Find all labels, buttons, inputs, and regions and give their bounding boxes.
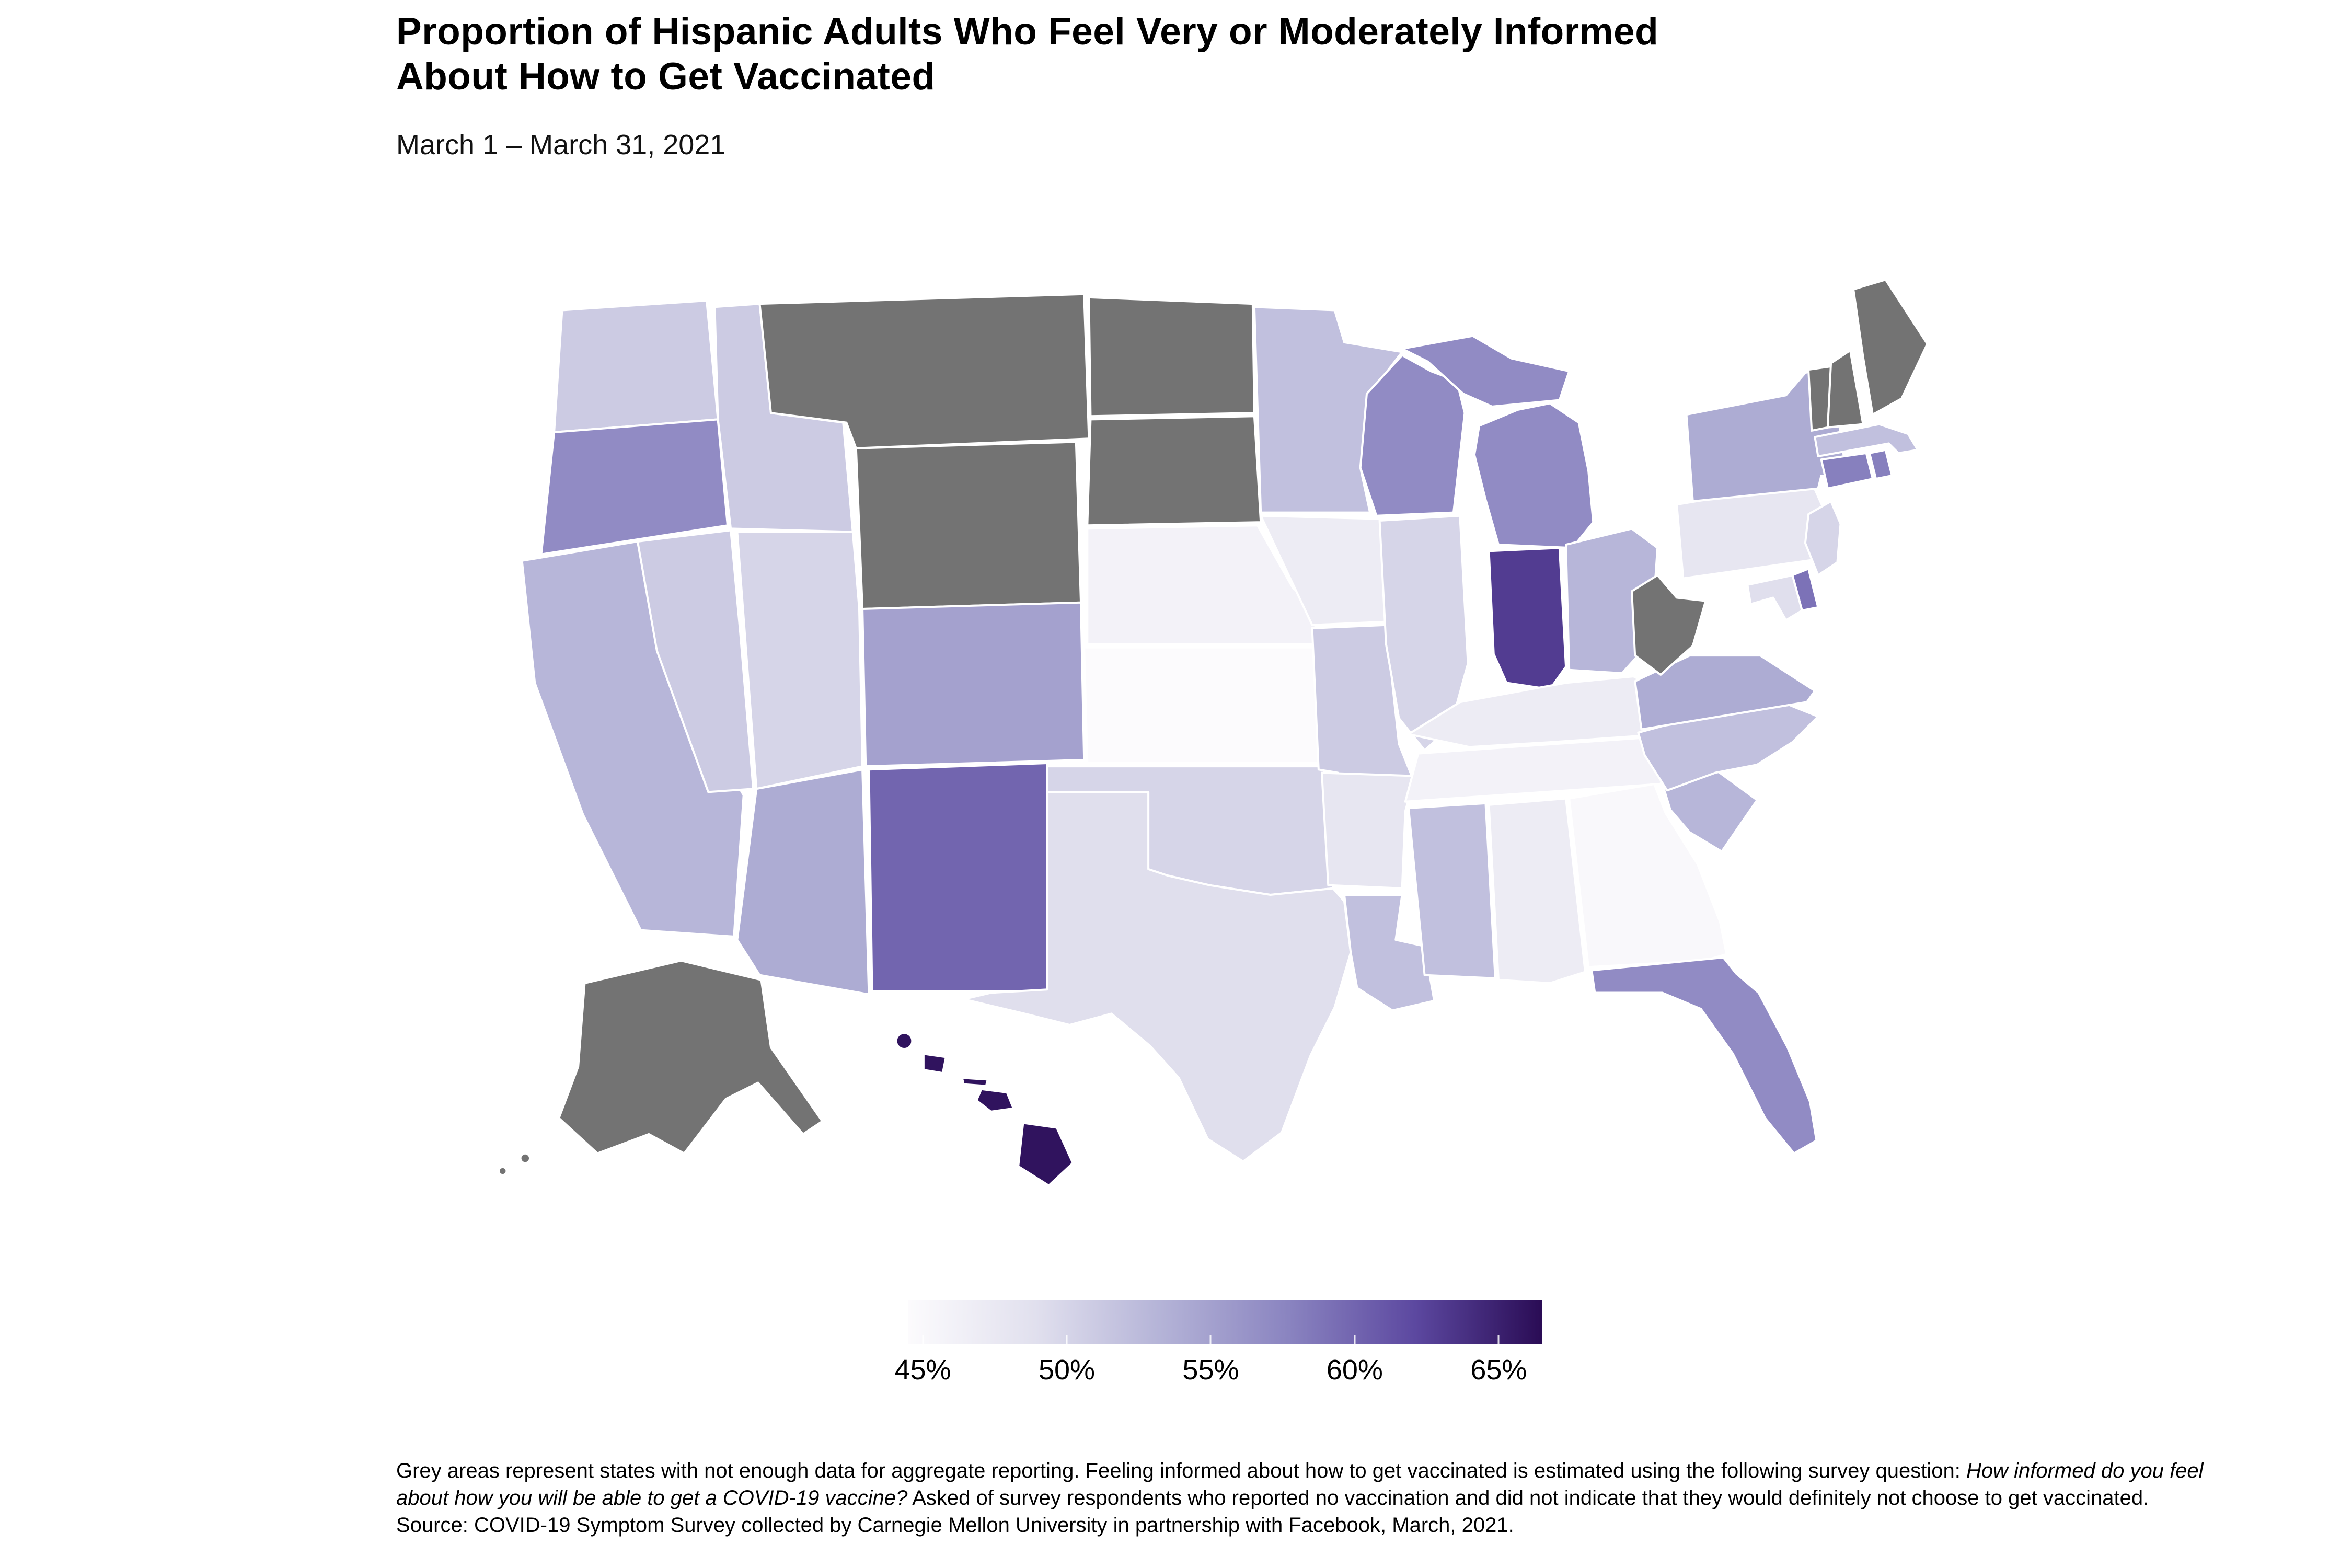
state-washington: [553, 299, 719, 433]
footnote-text-1: Grey areas represent states with not eno…: [396, 1459, 1966, 1482]
legend-tick-mark: [1066, 1335, 1068, 1344]
legend-tick-label-65: 65%: [1470, 1354, 1527, 1386]
state-michigan: [1473, 402, 1595, 549]
footnote-survey-question: How informed do you feel about how you w…: [396, 1459, 2204, 1509]
state-rhode-island: [1868, 448, 1893, 480]
color-legend: 45% 50% 55% 60% 65%: [894, 1300, 1542, 1415]
state-colorado: [861, 601, 1086, 768]
state-hawaii-maui: [975, 1088, 1014, 1113]
state-hawaii-oahu: [922, 1053, 947, 1075]
state-hawaii-kauai: [895, 1032, 914, 1050]
state-indiana: [1488, 547, 1567, 690]
legend-gradient-bar: [908, 1300, 1542, 1344]
state-florida: [1590, 956, 1818, 1155]
state-wisconsin: [1359, 354, 1466, 517]
states-layer: [498, 279, 1929, 1187]
state-maryland: [1746, 574, 1803, 621]
state-tennessee: [1404, 734, 1673, 803]
state-hawaii-molokai: [961, 1077, 989, 1087]
state-arkansas: [1320, 771, 1416, 890]
state-mississippi: [1407, 802, 1496, 979]
state-alaska-aleutian-island: [519, 1152, 532, 1165]
legend-tick-mark: [922, 1335, 924, 1344]
footnote: Grey areas represent states with not eno…: [396, 1457, 2215, 1539]
state-new-hampshire: [1826, 349, 1864, 429]
page-title: Proportion of Hispanic Adults Who Feel V…: [396, 9, 1658, 99]
title-line-2: About How to Get Vaccinated: [396, 55, 936, 98]
state-kansas: [1083, 646, 1320, 765]
legend-tick-mark: [1209, 1335, 1212, 1344]
us-choropleth-map: [498, 279, 1929, 1187]
state-south-dakota: [1086, 415, 1262, 527]
legend-tick-mark: [1497, 1335, 1500, 1344]
legend-tick-label-50: 50%: [1038, 1354, 1096, 1386]
legend-tick-mark: [1354, 1335, 1356, 1344]
state-louisiana: [1343, 894, 1436, 1012]
state-texas: [962, 791, 1352, 1163]
legend-tick-label-55: 55%: [1182, 1354, 1239, 1386]
state-connecticut: [1820, 452, 1874, 490]
state-alaska: [558, 959, 824, 1155]
state-virginia: [1634, 654, 1816, 731]
state-wyoming: [855, 441, 1082, 610]
state-maine: [1852, 279, 1929, 416]
state-alabama: [1488, 797, 1586, 985]
state-alaska-aleutian-island: [498, 1166, 508, 1177]
state-nevada: [636, 529, 755, 793]
state-oregon: [540, 418, 729, 556]
footnote-text-2: Asked of survey respondents who reported…: [396, 1486, 2149, 1537]
state-massachusetts: [1814, 423, 1919, 458]
state-north-dakota: [1088, 296, 1255, 418]
state-michigan-upper-peninsula: [1401, 335, 1571, 408]
title-line-1: Proportion of Hispanic Adults Who Feel V…: [396, 10, 1659, 53]
state-new-mexico: [868, 762, 1052, 993]
page-subtitle: March 1 – March 31, 2021: [396, 129, 726, 160]
state-arizona: [736, 768, 870, 996]
legend-tick-label-45: 45%: [894, 1354, 951, 1386]
state-utah: [736, 531, 864, 790]
state-georgia: [1568, 782, 1728, 969]
state-west-virginia: [1631, 574, 1707, 676]
legend-tick-labels: 45% 50% 55% 60% 65%: [894, 1300, 1542, 1415]
state-new-jersey: [1804, 500, 1842, 577]
legend-tick-label-60: 60%: [1326, 1354, 1383, 1386]
state-hawaii-big-island: [1017, 1122, 1074, 1187]
